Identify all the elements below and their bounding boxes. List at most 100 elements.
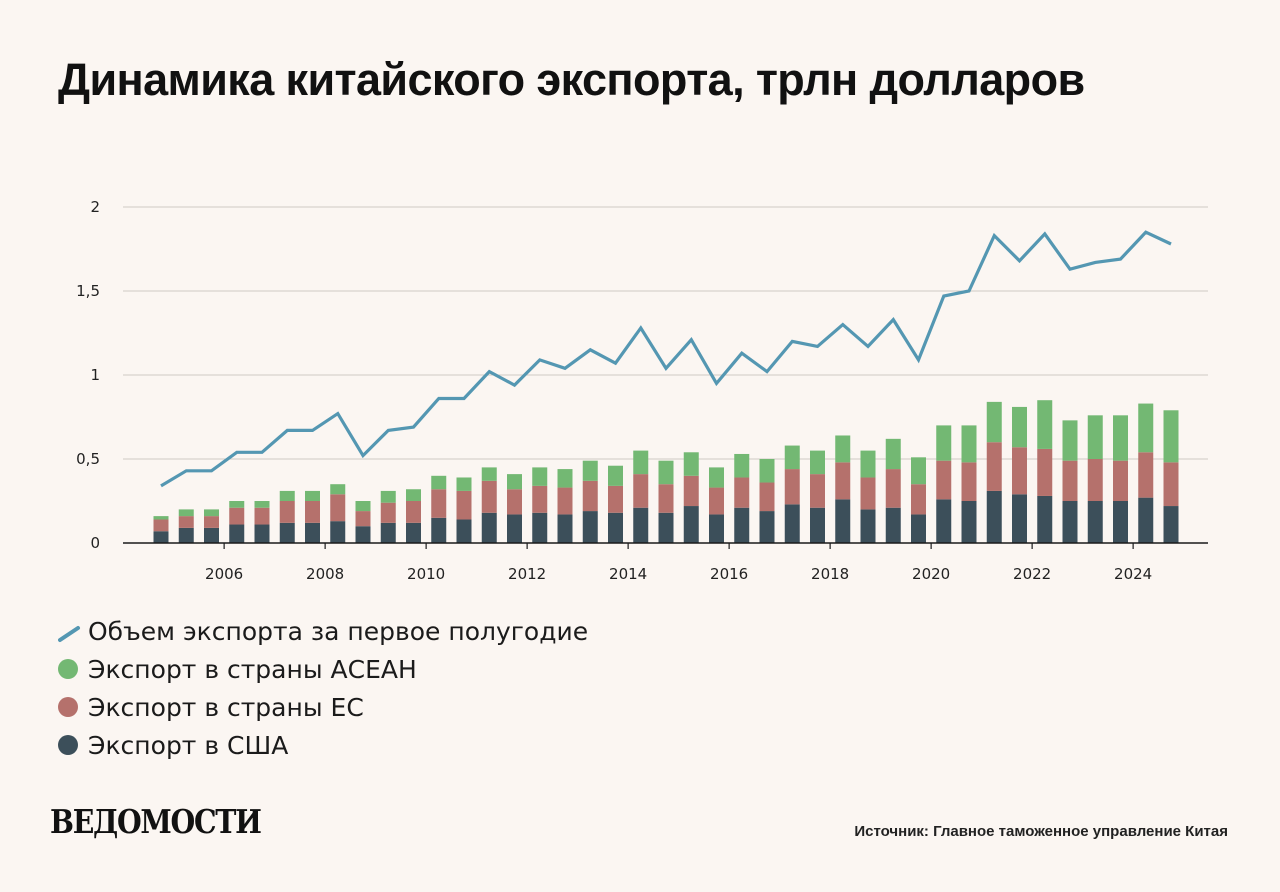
bar-segment — [1138, 497, 1154, 543]
bar-segment — [658, 484, 674, 513]
y-axis: 0 0,5 1 1,5 2 — [76, 198, 100, 552]
x-tick-label: 2018 — [811, 565, 849, 583]
bar-segment — [204, 509, 219, 517]
bar-segment — [431, 475, 447, 490]
line-point — [993, 234, 996, 237]
legend-label: Экспорт в США — [88, 730, 289, 760]
line-point — [1094, 261, 1097, 264]
bar-segment — [986, 490, 1002, 543]
line-point — [235, 451, 238, 454]
bar-segment — [330, 494, 346, 522]
bar-segment — [885, 507, 901, 543]
line-point — [892, 318, 895, 321]
legend-label: Экспорт в страны АСЕАН — [88, 654, 417, 684]
bar-segment — [759, 482, 775, 512]
source-note: Источник: Главное таможенное управление … — [854, 823, 1228, 840]
x-axis: 2006 2008 2010 2012 2014 2016 2018 2020 2022 2024 — [123, 542, 1208, 583]
bar-segment — [1163, 506, 1179, 543]
line-point — [311, 429, 314, 432]
bar-segment — [305, 501, 320, 523]
bar-segment — [911, 514, 926, 543]
bar-segment — [406, 522, 421, 543]
bar-segment — [355, 511, 371, 527]
chart-title: Динамика китайского экспорта, трлн долла… — [58, 54, 1085, 105]
bar-segment — [835, 435, 851, 463]
line-point — [210, 469, 213, 472]
y-tick-label: 1 — [90, 366, 100, 384]
bar-segment — [961, 425, 977, 463]
bar-segment — [254, 501, 270, 508]
bar-segment — [835, 462, 851, 500]
bar-segment — [532, 512, 548, 543]
bar-segment — [279, 501, 295, 523]
y-tick-label: 1,5 — [76, 282, 100, 300]
bar-segment — [1087, 459, 1103, 501]
bar-segment — [1012, 447, 1027, 495]
line-point — [362, 454, 365, 457]
bar-segment — [608, 485, 623, 513]
bar-segment — [683, 475, 699, 507]
bar-segment — [355, 526, 371, 543]
line-point — [160, 484, 163, 487]
bar-segment — [911, 457, 926, 485]
line-point — [261, 451, 264, 454]
bar-segment — [229, 501, 245, 508]
gridlines — [123, 206, 1208, 460]
x-tick-label: 2012 — [508, 565, 546, 583]
bar-segment — [633, 450, 649, 475]
bar-segment — [380, 502, 396, 523]
bar-segment — [1037, 448, 1053, 496]
bar-segment — [380, 490, 396, 503]
bar-segment — [507, 514, 522, 543]
bar-segment — [810, 450, 825, 475]
line-point — [715, 382, 718, 385]
bar-segment — [582, 511, 598, 543]
line-point — [437, 397, 440, 400]
legend-item-eu: Экспорт в страны ЕС — [58, 688, 588, 726]
line-point — [488, 370, 491, 373]
bar-segment — [1163, 410, 1179, 463]
bar-segment — [936, 425, 952, 461]
x-tick-label: 2020 — [912, 565, 950, 583]
bar-segment — [784, 445, 800, 470]
bar-segment — [860, 450, 876, 478]
bar-segment — [986, 401, 1002, 443]
line-point — [639, 327, 642, 330]
bar-segment — [633, 507, 649, 543]
bar-segment — [633, 474, 649, 508]
line-point — [917, 358, 920, 361]
bar-segment — [1062, 460, 1078, 501]
y-tick-label: 0,5 — [76, 450, 100, 468]
bar-segment — [229, 507, 245, 525]
bar-segment — [153, 531, 169, 543]
bar-segment — [204, 527, 219, 543]
bar-segment — [709, 467, 724, 488]
vedomosti-logo: ВЕДОМОСТИ — [50, 802, 262, 841]
bar-segment — [1113, 415, 1128, 461]
legend-item-total-line: Объем экспорта за первое полугодие — [58, 612, 588, 650]
bar-segment — [885, 438, 901, 470]
x-tick-label: 2024 — [1114, 565, 1152, 583]
bar-segment — [683, 506, 699, 543]
bar-segment — [456, 519, 472, 543]
line-point — [1144, 231, 1147, 234]
bar-segment — [1037, 400, 1053, 449]
line-swatch-icon — [58, 619, 82, 643]
bar-segment — [961, 501, 977, 543]
bar-segment — [279, 522, 295, 543]
bar-segment — [305, 490, 320, 501]
bar-segment — [582, 480, 598, 512]
bar-segment — [1062, 420, 1078, 461]
line-point — [740, 352, 743, 355]
bar-segment — [532, 467, 548, 486]
bar-segment — [936, 460, 952, 500]
line-series — [160, 230, 1172, 488]
bar-segment — [1087, 501, 1103, 543]
bar-segment — [406, 501, 421, 523]
bar-segment — [406, 489, 421, 501]
bar-segment — [608, 465, 623, 486]
x-tick-label: 2022 — [1013, 565, 1051, 583]
bar-segment — [229, 524, 245, 543]
bar-segment — [481, 467, 497, 481]
dark-dot-icon — [58, 735, 78, 755]
